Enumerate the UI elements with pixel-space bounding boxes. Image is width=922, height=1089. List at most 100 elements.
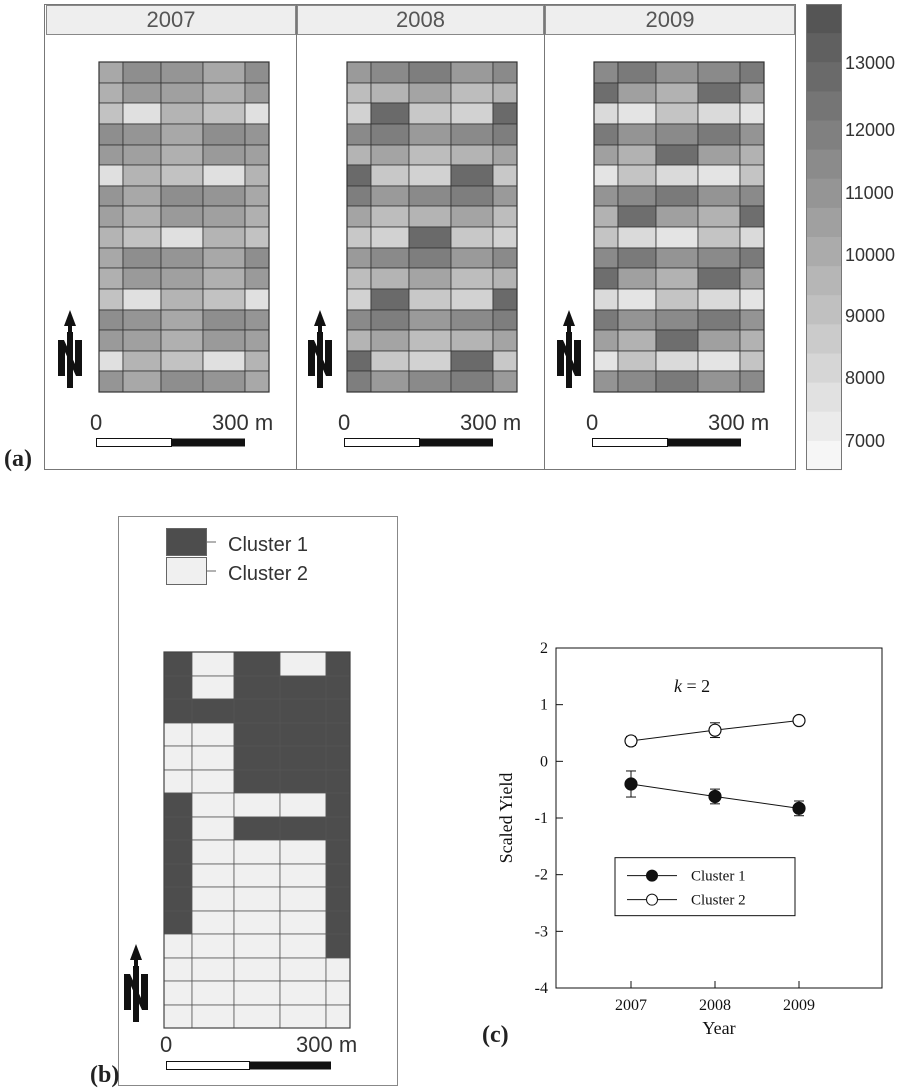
map-cell: [346, 61, 372, 84]
map-cell: [450, 309, 494, 331]
map-cell: [370, 247, 410, 269]
colorbar-band: [806, 120, 842, 151]
map-cell: [370, 288, 410, 311]
map-cell: [346, 267, 372, 290]
cluster-map-cell: [279, 980, 327, 1006]
cluster-map-cell: [191, 698, 235, 724]
map-cell: [492, 309, 518, 331]
map-cell: [202, 185, 246, 207]
cluster-map-cell: [325, 816, 351, 841]
cluster-map-cell: [233, 933, 281, 959]
map-cell: [370, 82, 410, 104]
map-cell: [593, 329, 619, 352]
cluster-map-cell: [233, 745, 281, 771]
map-cell: [244, 164, 270, 187]
map-cell: [655, 82, 699, 104]
map-cell: [160, 144, 204, 166]
scale-bar-zero: 0: [90, 410, 103, 435]
y-tick-label: 1: [540, 697, 548, 714]
map-cell: [408, 144, 452, 166]
cluster-map-cell: [163, 675, 193, 700]
map-cell: [122, 247, 162, 269]
data-point-series-2: [792, 713, 806, 728]
x-tick-label: 2007: [615, 997, 647, 1014]
map-cell: [122, 144, 162, 166]
map-cell: [370, 309, 410, 331]
map-cell: [697, 329, 741, 352]
map-cell: [370, 164, 410, 187]
colorbar-band: [806, 149, 842, 180]
map-cell: [739, 102, 765, 125]
map-cell: [122, 123, 162, 146]
colorbar-band: [806, 178, 842, 209]
map-cell: [346, 226, 372, 249]
map-cell: [450, 350, 494, 372]
map-cell: [98, 205, 124, 228]
cluster-map-cell: [325, 980, 351, 1006]
map-cell: [739, 267, 765, 290]
map-cell: [202, 247, 246, 269]
map-cell: [408, 123, 452, 146]
map-cell: [697, 267, 741, 290]
map-cell: [739, 205, 765, 228]
colorbar-band: [806, 411, 842, 442]
cluster-map-cell: [233, 769, 281, 794]
map-cell: [593, 370, 619, 393]
map-cell: [122, 288, 162, 311]
y-tick-label: -1: [535, 810, 548, 827]
map-cell: [160, 123, 204, 146]
cluster-map-cell: [163, 933, 193, 959]
map-cell: [370, 123, 410, 146]
map-cell: [593, 61, 619, 84]
scaled-yield-chart: 2 1 0 -1 -2 -3 -4 2007 2008 2009 Year Scaled Yield k…: [496, 640, 883, 1038]
colorbar-band: [806, 295, 842, 325]
map-cell: [370, 370, 410, 393]
map-cell: [202, 61, 246, 84]
colorbar-tick-label: 12000: [845, 120, 896, 140]
map-cell: [408, 329, 452, 352]
map-cell: [160, 205, 204, 228]
map-cell: [408, 267, 452, 290]
map-cell: [593, 205, 619, 228]
scale-bar: [96, 438, 245, 447]
map-cell: [593, 350, 619, 372]
cluster-map-cell: [191, 886, 235, 912]
legend-marker: [646, 869, 658, 882]
map-cell: [98, 144, 124, 166]
colorbar-tick-label: 8000: [845, 368, 886, 388]
map-cell: [593, 82, 619, 104]
colorbar-border: [806, 4, 842, 470]
map-cell: [617, 61, 657, 84]
map-cell: [450, 247, 494, 269]
map-cell: [98, 309, 124, 331]
cluster-map-cell: [279, 957, 327, 982]
map-cell: [408, 82, 452, 104]
map-cell: [697, 309, 741, 331]
map-cell: [370, 329, 410, 352]
map-cell: [370, 102, 410, 125]
map-cell: [98, 164, 124, 187]
map-cell: [244, 144, 270, 166]
map-cell: [492, 123, 518, 146]
north-arrow-icon: [557, 310, 581, 388]
map-cell: [697, 205, 741, 228]
map-cell: [98, 370, 124, 393]
year-header-2008: 2008: [297, 5, 544, 35]
map-cell: [655, 144, 699, 166]
y-tick-label: -2: [535, 867, 548, 884]
cluster-map-cell: [233, 792, 281, 818]
map-cell: [617, 82, 657, 104]
cluster-map-cell: [279, 675, 327, 700]
map-cell: [160, 247, 204, 269]
scale-bar-zero: 0: [338, 410, 351, 435]
cluster-map-cell: [233, 980, 281, 1006]
cluster-map-cell: [163, 816, 193, 841]
map-cell: [593, 185, 619, 207]
map-cell: [244, 350, 270, 372]
map-cell: [346, 329, 372, 352]
map-cell: [617, 267, 657, 290]
map-cell: [492, 288, 518, 311]
map-cell: [492, 247, 518, 269]
map-cell: [655, 370, 699, 393]
map-cell: [122, 61, 162, 84]
